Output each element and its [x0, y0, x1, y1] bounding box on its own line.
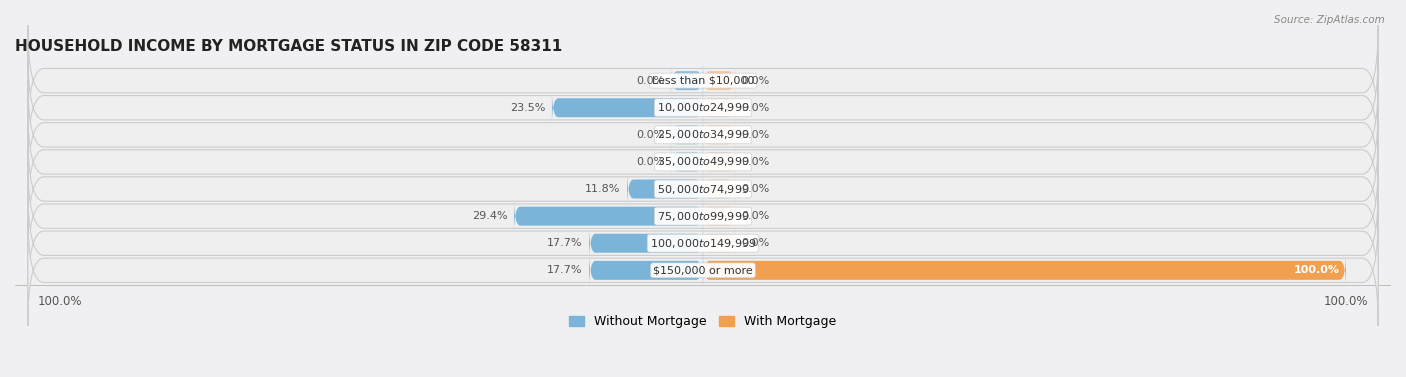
Text: 17.7%: 17.7% [547, 238, 582, 248]
Text: 17.7%: 17.7% [547, 265, 582, 275]
Text: Less than $10,000: Less than $10,000 [652, 76, 754, 86]
Text: 0.0%: 0.0% [636, 157, 665, 167]
Text: $25,000 to $34,999: $25,000 to $34,999 [657, 128, 749, 141]
Text: 11.8%: 11.8% [585, 184, 620, 194]
FancyBboxPatch shape [28, 52, 1378, 163]
Text: 0.0%: 0.0% [636, 76, 665, 86]
FancyBboxPatch shape [627, 172, 703, 207]
Text: $100,000 to $149,999: $100,000 to $149,999 [650, 237, 756, 250]
FancyBboxPatch shape [28, 106, 1378, 218]
Text: $150,000 or more: $150,000 or more [654, 265, 752, 275]
FancyBboxPatch shape [703, 253, 1346, 288]
FancyBboxPatch shape [28, 188, 1378, 299]
FancyBboxPatch shape [671, 63, 703, 98]
FancyBboxPatch shape [703, 172, 735, 207]
Text: 0.0%: 0.0% [741, 211, 770, 221]
FancyBboxPatch shape [28, 161, 1378, 272]
Text: 0.0%: 0.0% [741, 238, 770, 248]
Text: $50,000 to $74,999: $50,000 to $74,999 [657, 182, 749, 196]
FancyBboxPatch shape [671, 144, 703, 179]
FancyBboxPatch shape [703, 199, 735, 234]
Text: 0.0%: 0.0% [741, 103, 770, 113]
FancyBboxPatch shape [703, 63, 735, 98]
FancyBboxPatch shape [589, 253, 703, 288]
FancyBboxPatch shape [553, 90, 703, 125]
Text: 23.5%: 23.5% [510, 103, 546, 113]
Text: 0.0%: 0.0% [741, 76, 770, 86]
FancyBboxPatch shape [28, 79, 1378, 190]
Text: $10,000 to $24,999: $10,000 to $24,999 [657, 101, 749, 114]
Text: 29.4%: 29.4% [472, 211, 508, 221]
FancyBboxPatch shape [515, 199, 703, 234]
FancyBboxPatch shape [28, 133, 1378, 245]
FancyBboxPatch shape [703, 90, 735, 125]
Text: Source: ZipAtlas.com: Source: ZipAtlas.com [1274, 15, 1385, 25]
Text: 0.0%: 0.0% [741, 157, 770, 167]
Text: 0.0%: 0.0% [741, 184, 770, 194]
FancyBboxPatch shape [589, 225, 703, 261]
FancyBboxPatch shape [703, 225, 735, 261]
Text: $35,000 to $49,999: $35,000 to $49,999 [657, 155, 749, 169]
Text: $75,000 to $99,999: $75,000 to $99,999 [657, 210, 749, 223]
FancyBboxPatch shape [703, 144, 735, 179]
Text: 0.0%: 0.0% [741, 130, 770, 140]
FancyBboxPatch shape [671, 117, 703, 152]
Text: 100.0%: 100.0% [1294, 265, 1340, 275]
FancyBboxPatch shape [28, 215, 1378, 326]
FancyBboxPatch shape [28, 25, 1378, 136]
FancyBboxPatch shape [703, 117, 735, 152]
Text: HOUSEHOLD INCOME BY MORTGAGE STATUS IN ZIP CODE 58311: HOUSEHOLD INCOME BY MORTGAGE STATUS IN Z… [15, 38, 562, 54]
Text: 0.0%: 0.0% [636, 130, 665, 140]
Legend: Without Mortgage, With Mortgage: Without Mortgage, With Mortgage [564, 310, 842, 333]
